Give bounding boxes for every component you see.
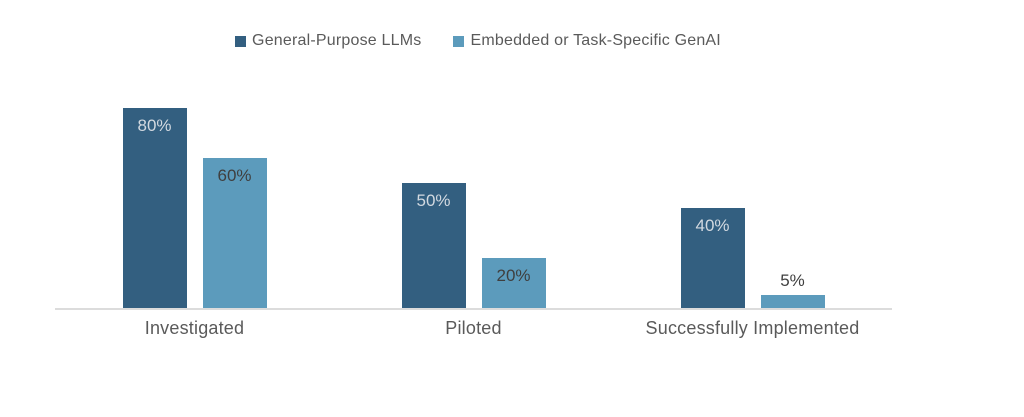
bar-group: 80% 60%: [55, 58, 334, 308]
x-axis-category-label: Piloted: [445, 318, 502, 338]
bar-value-label: 40%: [695, 216, 730, 235]
legend-item: Embedded or Task-Specific GenAI: [453, 32, 721, 50]
x-axis-category-label: Successfully Implemented: [645, 318, 860, 338]
bar: 60%: [202, 158, 267, 308]
bar-value-label: 60%: [217, 166, 252, 185]
plot-area: 80% 60% 50% 20% 40% 5%: [55, 58, 892, 310]
legend-label: General-Purpose LLMs: [252, 32, 422, 49]
chart-legend: General-Purpose LLMs Embedded or Task-Spe…: [0, 32, 1024, 50]
bar: 40%: [680, 208, 745, 308]
bar-value-label: 80%: [137, 116, 172, 135]
bar: 50%: [401, 183, 466, 308]
bar: 5%: [760, 271, 825, 308]
legend-item: General-Purpose LLMs: [235, 32, 421, 50]
bar: 80%: [122, 108, 187, 308]
legend-label: Embedded or Task-Specific GenAI: [470, 32, 721, 49]
bar: 20%: [481, 258, 546, 308]
legend-swatch-icon: [235, 35, 247, 47]
x-axis-labels: Investigated Piloted Successfully Implemen…: [55, 318, 892, 339]
bar-groups: 80% 60% 50% 20% 40% 5%: [55, 58, 892, 308]
bar-value-label: 5%: [780, 271, 805, 290]
bar-group: 50% 20%: [334, 58, 613, 308]
x-axis-line: [55, 308, 892, 310]
x-axis-category-label: Investigated: [144, 318, 245, 338]
legend-swatch-icon: [453, 35, 465, 47]
bar-value-label: 50%: [416, 191, 451, 210]
bar-value-label: 20%: [496, 266, 531, 285]
bar-group: 40% 5%: [613, 58, 892, 308]
